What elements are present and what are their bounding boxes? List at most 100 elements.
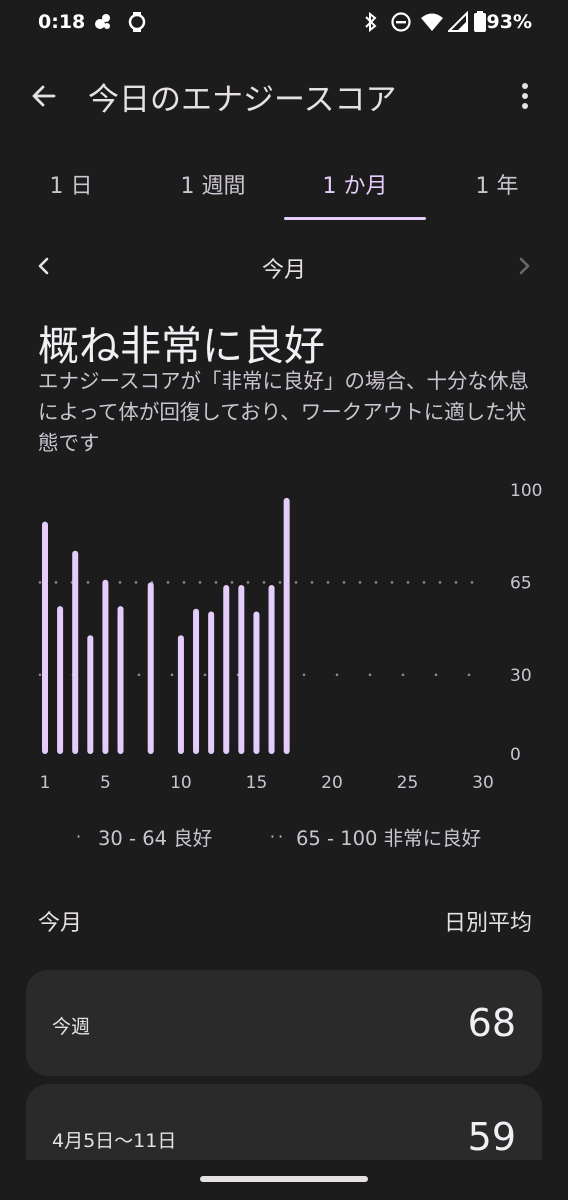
reference-dot-30 <box>467 673 471 677</box>
reference-dot-65 <box>406 581 410 584</box>
reference-dot-65 <box>118 581 122 584</box>
period-navigation: 今月 <box>0 244 568 288</box>
bar-day-12 <box>208 611 215 754</box>
week-average-card[interactable]: 今週 68 <box>26 970 542 1076</box>
reference-dot-30 <box>203 673 207 677</box>
bar-day-15 <box>253 611 260 754</box>
more-options-button[interactable] <box>510 74 540 118</box>
bar-day-13 <box>223 585 230 754</box>
wifi-icon <box>420 11 444 37</box>
section-period-label: 今月 <box>38 911 83 936</box>
reference-dot-65 <box>438 581 442 584</box>
previous-period-button[interactable] <box>28 250 60 282</box>
reference-dot-30 <box>335 673 339 677</box>
period-label: 今月 <box>261 258 306 283</box>
bar-day-17 <box>283 497 290 754</box>
reference-dot-65 <box>134 581 138 584</box>
legend-item-good: · 30 - 64 良好 <box>70 822 212 851</box>
reference-dot-30 <box>38 673 42 677</box>
notification-icon <box>92 11 114 37</box>
tab-year[interactable]: 1 年 <box>475 174 519 199</box>
reference-dot-30 <box>170 673 174 677</box>
reference-dot-65 <box>278 581 282 584</box>
status-headline: 概ね非常に良好 <box>38 322 325 370</box>
page-title: 今日のエナジースコア <box>88 82 397 118</box>
bar-day-10 <box>177 635 184 754</box>
section-daily-average-label: 日別平均 <box>443 911 532 936</box>
bar-day-1 <box>42 521 48 754</box>
status-time: 0:18 <box>38 11 86 33</box>
reference-dot-65 <box>198 581 202 584</box>
reference-dot-65 <box>310 581 314 584</box>
x-tick-label: 20 <box>321 773 343 793</box>
reference-dot-65 <box>86 581 90 584</box>
reference-dot-65 <box>422 581 426 584</box>
reference-dot-65 <box>262 581 266 584</box>
reference-dot-65 <box>294 581 298 584</box>
reference-dot-65 <box>54 581 58 584</box>
bar-day-11 <box>193 608 200 754</box>
bar-day-14 <box>238 585 245 754</box>
legend-dots-very-good: ·· <box>269 827 287 846</box>
legend-label-good: 30 - 64 良好 <box>98 827 213 850</box>
watch-icon <box>126 11 148 37</box>
next-period-button[interactable] <box>508 250 540 282</box>
cell-signal-icon <box>446 10 468 37</box>
bar-day-3 <box>72 550 79 754</box>
reference-dot-65 <box>374 581 378 584</box>
reference-dot-30 <box>302 673 306 677</box>
x-tick-label: 5 <box>100 773 111 793</box>
bar-day-6 <box>117 606 124 754</box>
y-tick-label: 100 <box>510 481 542 501</box>
tab-month[interactable]: 1 か月 <box>322 174 388 199</box>
reference-dot-65 <box>342 581 346 584</box>
reference-dot-65 <box>358 581 362 584</box>
legend-dots-good: · <box>75 827 85 846</box>
card-label: 4月5日〜11日 <box>52 1130 177 1152</box>
status-description: エナジースコアが「非常に良好」の場合、十分な休息によって体が回復しており、ワーク… <box>38 369 529 455</box>
battery-percent: 93% <box>486 11 532 33</box>
tab-week[interactable]: 1 週間 <box>180 174 246 199</box>
reference-dot-65 <box>390 581 394 584</box>
card-value: 59 <box>467 1115 516 1159</box>
bar-day-5 <box>102 579 109 754</box>
reference-dot-65 <box>38 581 42 584</box>
bluetooth-icon <box>362 11 380 37</box>
energy-score-chart: 1 5 10 15 20 25 30 100 65 30 0 <box>0 470 568 800</box>
bar-day-8 <box>147 582 154 754</box>
reference-dot-65 <box>246 581 250 584</box>
chevron-right-icon <box>519 257 530 275</box>
x-tick-label: 10 <box>170 773 192 793</box>
chevron-left-icon <box>38 257 49 275</box>
legend-item-very-good: ·· 65 - 100 非常に良好 <box>268 822 481 851</box>
reference-dot-65 <box>182 581 186 584</box>
reference-dot-65 <box>166 581 170 584</box>
app-bar: 今日のエナジースコア <box>0 60 568 130</box>
reference-dot-65 <box>230 581 234 584</box>
reference-dot-30 <box>434 673 438 677</box>
reference-dot-65 <box>454 581 458 584</box>
status-bar: 0:18 93% <box>0 0 568 46</box>
card-label: 今週 <box>52 1016 91 1038</box>
y-tick-label: 65 <box>510 573 532 593</box>
reference-dot-65 <box>214 581 218 584</box>
arrow-back-icon <box>32 85 56 107</box>
more-vert-icon <box>522 83 528 109</box>
bar-day-2 <box>57 606 64 754</box>
x-tick-label: 25 <box>397 773 419 793</box>
averages-section-header: 今月 日別平均 <box>38 905 532 939</box>
period-tabs: 1 日 1 週間 1 か月 1 年 <box>0 154 568 220</box>
x-tick-label: 1 <box>40 773 51 793</box>
x-tick-label: 15 <box>246 773 268 793</box>
battery-icon <box>474 11 486 37</box>
x-tick-label: 30 <box>472 773 494 793</box>
back-button[interactable] <box>22 74 66 118</box>
tab-day[interactable]: 1 日 <box>49 174 93 199</box>
reference-dot-30 <box>401 673 405 677</box>
reference-dot-30 <box>137 673 141 677</box>
bar-day-4 <box>87 635 94 754</box>
home-indicator[interactable] <box>200 1176 368 1182</box>
legend-label-very-good: 65 - 100 非常に良好 <box>296 827 482 850</box>
dnd-icon <box>390 11 412 37</box>
reference-dot-65 <box>326 581 330 584</box>
